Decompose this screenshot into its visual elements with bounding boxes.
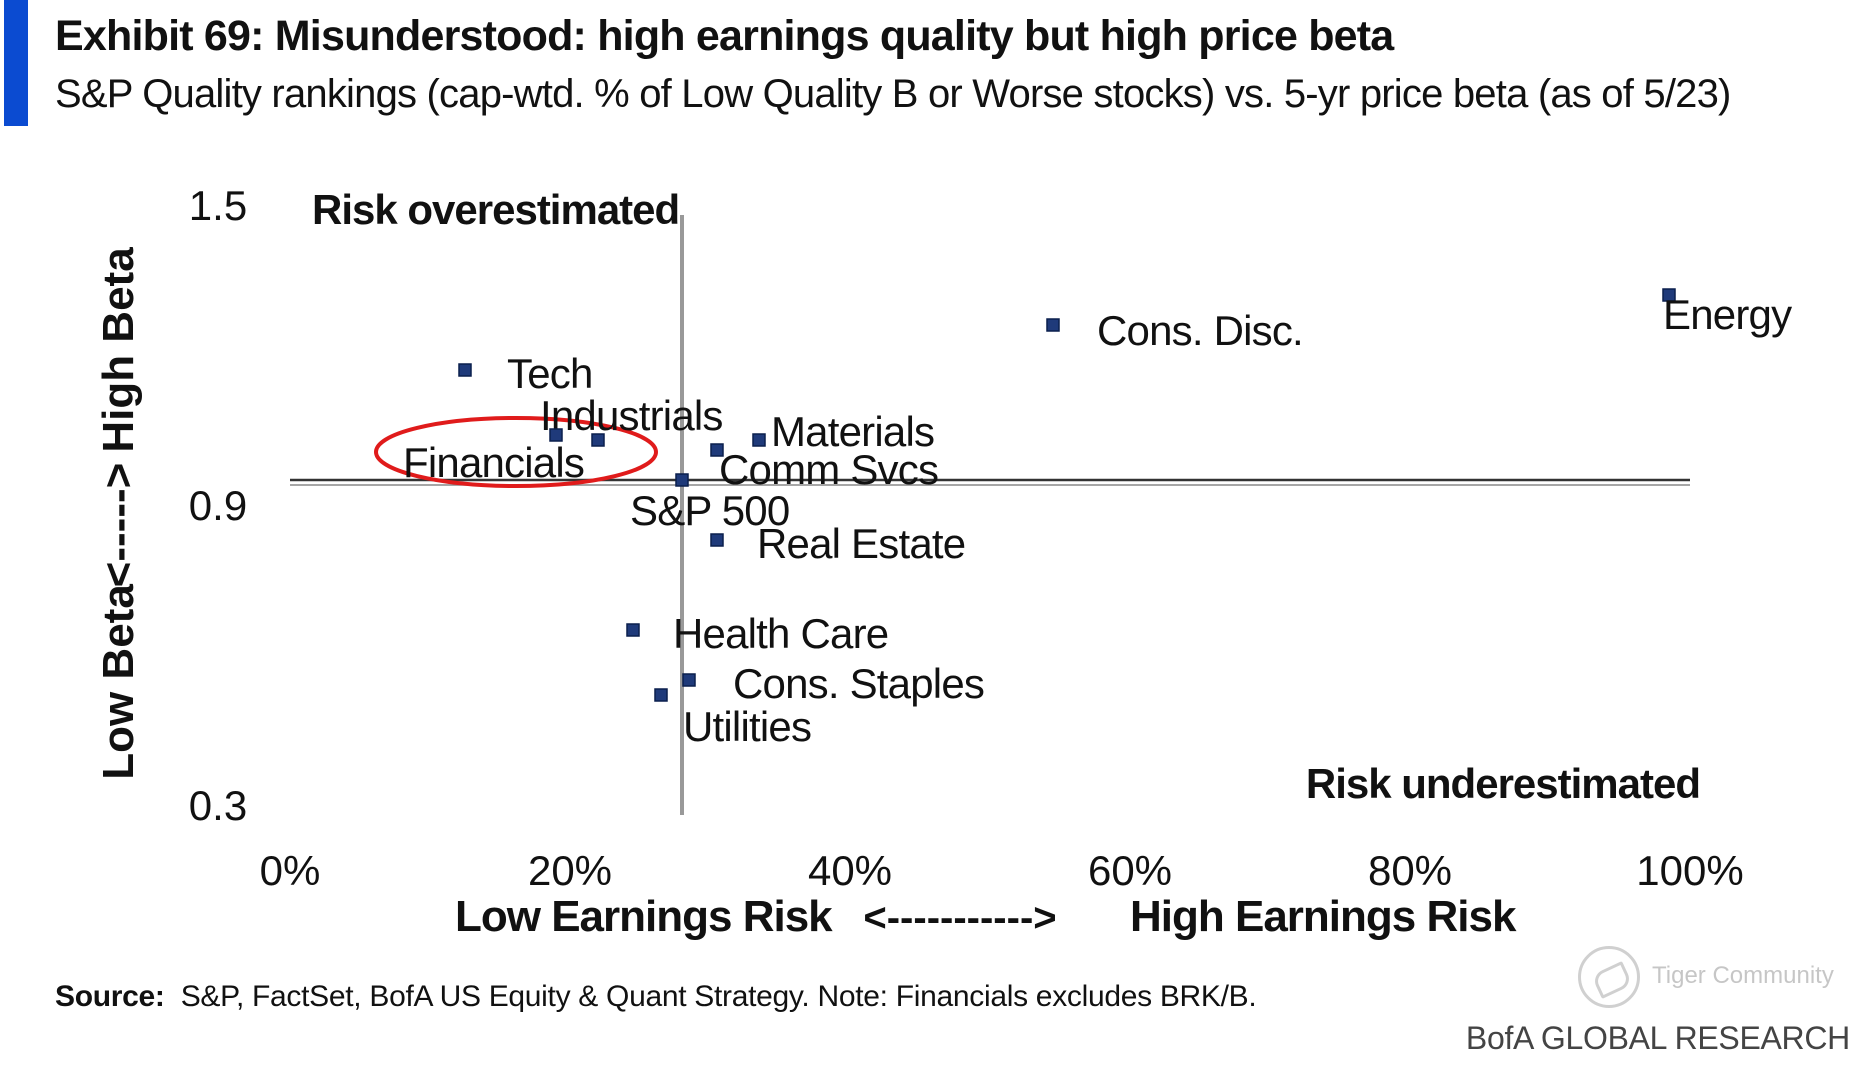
- source-note: Source: S&P, FactSet, BofA US Equity & Q…: [55, 980, 1257, 1014]
- y-tick-label: 1.5: [189, 182, 247, 229]
- point-energy: [1662, 288, 1676, 302]
- point-label-tech: Tech: [507, 350, 593, 397]
- y-axis-title-bottom: Low Beta: [94, 584, 143, 780]
- x-axis-title-arrow: <----------->: [863, 896, 1056, 940]
- source-label: Source:: [55, 980, 165, 1013]
- x-tick-label: 60%: [1088, 847, 1172, 894]
- point-industrials: [591, 433, 605, 447]
- x-tick-label: 0%: [260, 847, 321, 894]
- point-label-cons-staples: Cons. Staples: [733, 660, 984, 707]
- point-label-real-estate: Real Estate: [757, 520, 965, 567]
- point-cons-staples: [682, 673, 696, 687]
- point-label-cons-disc: Cons. Disc.: [1097, 307, 1303, 354]
- point-label-comm-svcs: Comm Svcs: [719, 446, 938, 493]
- point-cons-disc: [1046, 318, 1060, 332]
- quadrant-label-top-left: Risk overestimated: [312, 186, 679, 233]
- point-utilities: [654, 688, 668, 702]
- y-tick-label: 0.3: [189, 782, 247, 829]
- y-tick-label: 0.9: [189, 482, 247, 529]
- point-label-utilities: Utilities: [683, 703, 811, 750]
- x-tick-label: 20%: [528, 847, 612, 894]
- highlight-ellipse-financials: [374, 416, 658, 488]
- point-label-energy: Energy: [1663, 291, 1792, 338]
- x-axis-title-right: High Earnings Risk: [1130, 892, 1517, 941]
- tiger-community-logo-icon: [1578, 946, 1640, 1008]
- point-real-estate: [710, 533, 724, 547]
- point-materials: [752, 433, 766, 447]
- x-tick-label: 40%: [808, 847, 892, 894]
- point-label-health-care: Health Care: [673, 610, 888, 657]
- accent-bar: [4, 0, 28, 126]
- watermark: Tiger Community: [1578, 946, 1858, 1012]
- watermark-text: Tiger Community: [1652, 962, 1834, 989]
- chart-title: Exhibit 69: Misunderstood: high earnings…: [55, 12, 1394, 60]
- scatter-chart: 1.5 0.9 0.3 0% 20% 40% 60% 80% 100% Risk overesti…: [94, 182, 1793, 941]
- point-tech: [458, 363, 472, 377]
- point-label-s-p-500: S&P 500: [630, 487, 789, 534]
- point-label-materials: Materials: [771, 408, 934, 455]
- chart-subtitle: S&P Quality rankings (cap-wtd. % of Low …: [55, 72, 1731, 116]
- y-axis-title-top: High Beta: [94, 247, 143, 453]
- point-financials: [549, 428, 563, 442]
- quadrant-label-bottom-right: Risk underestimated: [1306, 760, 1700, 807]
- y-axis-title-arrow: <----->: [94, 463, 143, 588]
- brand-label: BofA GLOBAL RESEARCH: [1465, 1020, 1850, 1056]
- point-s-p-500: [675, 473, 689, 487]
- x-tick-label: 80%: [1368, 847, 1452, 894]
- x-tick-label: 100%: [1636, 847, 1743, 894]
- point-label-industrials: Industrials: [540, 392, 723, 439]
- point-label-financials: Financials: [403, 439, 584, 486]
- source-text: S&P, FactSet, BofA US Equity & Quant Str…: [180, 980, 1257, 1013]
- point-comm-svcs: [710, 443, 724, 457]
- x-axis-title-left: Low Earnings Risk: [455, 892, 833, 941]
- point-health-care: [626, 623, 640, 637]
